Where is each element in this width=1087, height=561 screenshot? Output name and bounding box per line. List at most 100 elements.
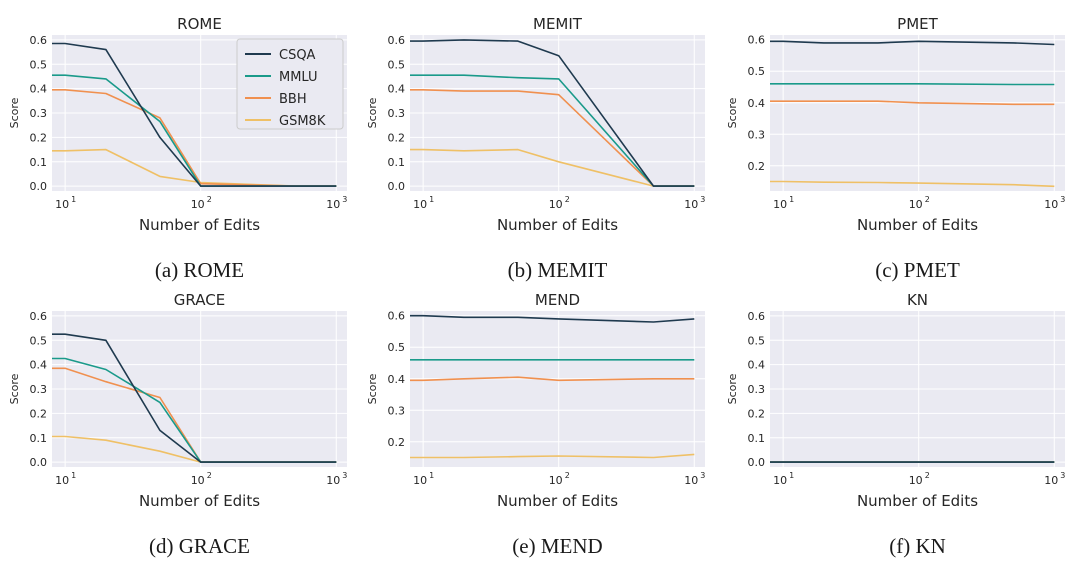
y-tick-label: 0.5 xyxy=(30,334,48,347)
y-tick-label: 0.2 xyxy=(388,436,406,449)
x-tick-exponent: 3 xyxy=(700,195,705,204)
x-tick-exponent: 1 xyxy=(789,195,794,204)
y-tick-label: 0.0 xyxy=(30,456,48,469)
y-tick-label: 0.3 xyxy=(388,404,406,417)
series-line-gsm8k xyxy=(770,180,1055,188)
y-tick-label: 0.3 xyxy=(30,107,48,120)
x-axis-label: Number of Edits xyxy=(139,492,260,510)
subfigure-caption: (e) MEND xyxy=(512,534,602,558)
chart-title: ROME xyxy=(177,15,222,33)
x-tick-exponent: 2 xyxy=(565,195,570,204)
y-tick-label: 0.2 xyxy=(30,131,48,144)
x-tick-label: 10 xyxy=(909,198,923,211)
series-line-csqa xyxy=(770,40,1055,46)
y-tick-label: 0.4 xyxy=(388,373,406,386)
x-tick-label: 10 xyxy=(55,474,69,487)
x-axis-label: Number of Edits xyxy=(139,216,260,234)
y-tick-label: 0.3 xyxy=(30,383,48,396)
x-tick-label: 10 xyxy=(909,474,923,487)
y-axis-label: Score xyxy=(366,373,379,404)
subfigure-caption: (a) ROME xyxy=(155,258,244,282)
y-tick-label: 0.1 xyxy=(388,156,406,169)
series-line-gsm8k xyxy=(410,453,695,459)
y-tick-label: 0.5 xyxy=(748,65,766,78)
chart-title: MEND xyxy=(535,291,580,309)
y-tick-label: 0.1 xyxy=(30,432,48,445)
series-line-bbh xyxy=(410,376,695,382)
y-tick-label: 0.4 xyxy=(388,83,406,96)
x-tick-exponent: 3 xyxy=(342,471,347,480)
x-tick-label: 10 xyxy=(684,198,698,211)
y-tick-label: 0.0 xyxy=(388,180,406,193)
x-tick-exponent: 1 xyxy=(429,471,434,480)
chart-panel-memit: 0.00.10.20.30.40.50.610 1 10 2 10 3MEMITNumbe… xyxy=(366,15,705,282)
series-line-csqa xyxy=(52,42,337,187)
x-tick-exponent: 2 xyxy=(925,195,930,204)
chart-title: MEMIT xyxy=(533,15,583,33)
legend-label: BBH xyxy=(279,92,307,107)
x-tick-label: 10 xyxy=(326,198,340,211)
chart-title: PMET xyxy=(897,15,938,33)
y-tick-label: 0.5 xyxy=(388,58,406,71)
x-axis-label: Number of Edits xyxy=(857,492,978,510)
y-tick-label: 0.2 xyxy=(748,407,766,420)
y-tick-label: 0.2 xyxy=(30,407,48,420)
y-tick-label: 0.5 xyxy=(388,341,406,354)
x-tick-exponent: 3 xyxy=(1060,471,1065,480)
y-tick-label: 0.6 xyxy=(388,310,406,323)
x-tick-label: 10 xyxy=(773,474,787,487)
x-tick-label: 10 xyxy=(55,198,69,211)
series-line-csqa xyxy=(410,314,695,323)
x-tick-label: 10 xyxy=(191,198,205,211)
chart-panel-grace: 0.00.10.20.30.40.50.610 1 10 2 10 3GRACENumbe… xyxy=(8,291,347,558)
y-tick-label: 0.4 xyxy=(30,83,48,96)
y-tick-label: 0.2 xyxy=(748,160,766,173)
x-tick-label: 10 xyxy=(413,474,427,487)
legend: CSQA MMLU BBH GSM8K xyxy=(236,38,344,130)
legend-label: MMLU xyxy=(279,70,318,85)
y-tick-label: 0.6 xyxy=(748,310,766,323)
series-line-csqa xyxy=(52,333,337,463)
x-tick-exponent: 1 xyxy=(429,195,434,204)
x-tick-exponent: 1 xyxy=(71,195,76,204)
y-axis-label: Score xyxy=(8,97,21,128)
y-axis-label: Score xyxy=(726,373,739,404)
legend-label: CSQA xyxy=(279,48,316,63)
y-tick-label: 0.1 xyxy=(30,156,48,169)
x-tick-label: 10 xyxy=(413,198,427,211)
plot-area xyxy=(770,35,1065,191)
y-tick-label: 0.5 xyxy=(30,58,48,71)
legend-label: GSM8K xyxy=(279,114,326,129)
y-tick-label: 0.6 xyxy=(30,310,48,323)
y-axis-label: Score xyxy=(726,97,739,128)
chart-title: KN xyxy=(907,291,928,309)
x-tick-exponent: 2 xyxy=(207,195,212,204)
series-line-csqa xyxy=(410,39,695,187)
y-tick-label: 0.4 xyxy=(30,359,48,372)
x-tick-label: 10 xyxy=(1044,474,1058,487)
x-tick-exponent: 1 xyxy=(71,471,76,480)
y-tick-label: 0.6 xyxy=(30,34,48,47)
x-tick-label: 10 xyxy=(684,474,698,487)
x-axis-label: Number of Edits xyxy=(497,492,618,510)
x-tick-label: 10 xyxy=(773,198,787,211)
x-tick-exponent: 3 xyxy=(342,195,347,204)
x-axis-label: Number of Edits xyxy=(857,216,978,234)
y-axis-label: Score xyxy=(366,97,379,128)
subfigure-caption: (d) GRACE xyxy=(149,534,250,558)
y-tick-label: 0.4 xyxy=(748,359,766,372)
y-tick-label: 0.1 xyxy=(748,432,766,445)
x-tick-exponent: 1 xyxy=(789,471,794,480)
y-tick-label: 0.3 xyxy=(388,107,406,120)
series-line-mmlu xyxy=(770,83,1055,86)
y-axis-label: Score xyxy=(8,373,21,404)
x-tick-exponent: 2 xyxy=(925,471,930,480)
y-tick-label: 0.0 xyxy=(748,456,766,469)
y-tick-label: 0.6 xyxy=(388,34,406,47)
x-tick-label: 10 xyxy=(191,474,205,487)
y-tick-label: 0.3 xyxy=(748,128,766,141)
